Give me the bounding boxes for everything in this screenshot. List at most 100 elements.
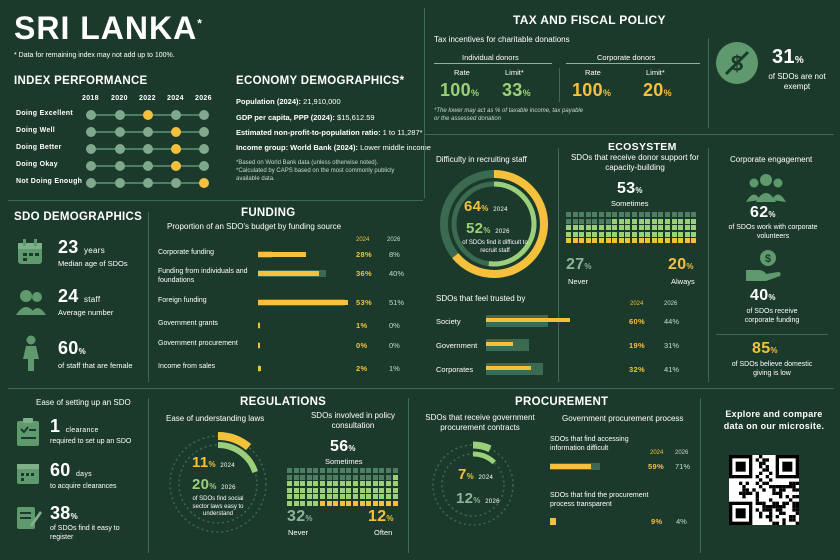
waffle-cell bbox=[572, 238, 578, 244]
funding-2026-value: 0% bbox=[389, 341, 400, 350]
trusted-2024-header: 2024 bbox=[630, 301, 644, 307]
waffle-cell bbox=[664, 218, 670, 224]
index-heading: INDEX PERFORMANCE bbox=[14, 75, 148, 87]
waffle-cell bbox=[287, 500, 292, 506]
sdo-heading: SDO DEMOGRAPHICS bbox=[14, 211, 143, 223]
waffle-cell bbox=[326, 487, 332, 493]
donut-arc bbox=[439, 451, 507, 519]
index-dot bbox=[143, 127, 153, 137]
waffle-cell bbox=[631, 225, 637, 231]
funding-2024-value: 53% bbox=[356, 298, 372, 307]
process-title: Government procurement process bbox=[562, 414, 684, 423]
waffle-cell bbox=[618, 218, 624, 224]
waffle-cell bbox=[385, 500, 391, 506]
waffle-cell bbox=[339, 500, 345, 506]
domestic-label: of SDOs believe domestic giving is low bbox=[731, 361, 813, 377]
waffle-cell bbox=[326, 481, 332, 487]
clearance-label: required to set up an SDO bbox=[50, 438, 132, 445]
corp-funding-value: 40% bbox=[750, 287, 776, 304]
waffle-cell bbox=[313, 468, 319, 473]
funding-2024-value: 1% bbox=[356, 321, 368, 330]
funding-row-label: Income from sales bbox=[158, 363, 216, 370]
waffle-cell bbox=[300, 500, 306, 506]
waffle-cell bbox=[566, 231, 571, 237]
economy-heading: ECONOMY DEMOGRAPHICS* bbox=[236, 75, 405, 87]
waffle-cell bbox=[691, 238, 697, 244]
waffle-cell bbox=[671, 225, 677, 231]
waffle-cell bbox=[392, 468, 398, 473]
waffle-cell bbox=[566, 212, 571, 217]
waffle-cell bbox=[385, 487, 391, 493]
staff-label: Average number bbox=[58, 308, 114, 317]
waffle-cell bbox=[598, 238, 604, 244]
waffle-cell bbox=[346, 494, 352, 500]
page-title: SRI LANKA* bbox=[14, 10, 203, 46]
waffle-cell bbox=[372, 487, 378, 493]
waffle-cell bbox=[671, 218, 677, 224]
economy-note-1: *Based on World Bank data (unless otherw… bbox=[236, 160, 379, 166]
waffle-cell bbox=[379, 494, 385, 500]
staff-icon bbox=[16, 289, 46, 320]
indiv-limit-header: Limit* bbox=[505, 68, 524, 77]
policy-sometimes-label: Sometimes bbox=[325, 457, 363, 466]
support-always-label: Always bbox=[671, 277, 695, 286]
index-dot bbox=[115, 110, 125, 120]
waffle-cell bbox=[605, 231, 611, 237]
waffle-cell bbox=[592, 225, 598, 231]
transparent-2024-value: 9% bbox=[651, 517, 663, 526]
waffle-cell bbox=[352, 481, 358, 487]
support-never-label: Never bbox=[568, 277, 589, 286]
waffle-cell bbox=[300, 474, 306, 480]
waffle-cell bbox=[306, 500, 312, 506]
index-dot bbox=[171, 178, 181, 188]
index-row-label: Doing Okay bbox=[16, 161, 58, 168]
waffle-cell bbox=[579, 212, 585, 217]
waffle-cell bbox=[333, 468, 339, 473]
age-label: Median age of SDOs bbox=[58, 259, 128, 268]
population-row: Population (2024): 21,910,000 bbox=[236, 97, 341, 106]
waffle-cell bbox=[392, 500, 398, 506]
waffle-cell bbox=[313, 474, 319, 480]
contracts-2024-value: 7% 2024 bbox=[458, 466, 494, 483]
waffle-cell bbox=[326, 474, 332, 480]
female-icon bbox=[22, 335, 40, 376]
waffle-cell bbox=[678, 231, 684, 237]
policy-never-label: Never bbox=[288, 528, 309, 537]
waffle-cell bbox=[392, 487, 398, 493]
waffle-cell bbox=[605, 212, 611, 217]
policy-often-label: Often bbox=[374, 528, 393, 537]
policy-title: SDOs involved in policy consultation bbox=[310, 411, 396, 430]
waffle-cell bbox=[287, 468, 292, 473]
funding-heading: FUNDING bbox=[241, 207, 296, 219]
index-year: 2022 bbox=[139, 95, 156, 102]
recruit-2026-value: 52% 2026 bbox=[466, 220, 510, 237]
days-label: to acquire clearances bbox=[50, 483, 117, 490]
waffle-cell bbox=[612, 218, 618, 224]
donut-arc bbox=[176, 442, 260, 526]
qr-code[interactable] bbox=[729, 455, 799, 525]
tax-note: *The lower may act as % of taxable incom… bbox=[434, 108, 584, 122]
trusted-row-label: Society bbox=[436, 317, 461, 326]
waffle-cell bbox=[372, 481, 378, 487]
index-dot bbox=[115, 161, 125, 171]
waffle-cell bbox=[625, 218, 631, 224]
funding-row-label: Funding from individuals and foundations bbox=[158, 268, 248, 284]
support-always-value: 20% bbox=[668, 256, 694, 273]
trusted-bar-2024 bbox=[486, 342, 513, 346]
waffle-cell bbox=[366, 487, 372, 493]
funding-2024-value: 36% bbox=[356, 269, 372, 278]
index-dot bbox=[115, 178, 125, 188]
waffle-cell bbox=[359, 494, 365, 500]
waffle-cell bbox=[366, 474, 372, 480]
waffle-cell bbox=[352, 494, 358, 500]
procurement-heading: PROCUREMENT bbox=[515, 396, 609, 408]
waffle-cell bbox=[333, 481, 339, 487]
waffle-cell bbox=[579, 231, 585, 237]
donut-arc bbox=[166, 432, 270, 536]
female-value: 60% bbox=[58, 338, 87, 358]
waffle-cell bbox=[319, 487, 325, 493]
indiv-limit-value: 33% bbox=[502, 80, 531, 100]
waffle-cell bbox=[379, 474, 385, 480]
transparent-bar-2024 bbox=[550, 518, 557, 525]
waffle-cell bbox=[612, 212, 618, 217]
